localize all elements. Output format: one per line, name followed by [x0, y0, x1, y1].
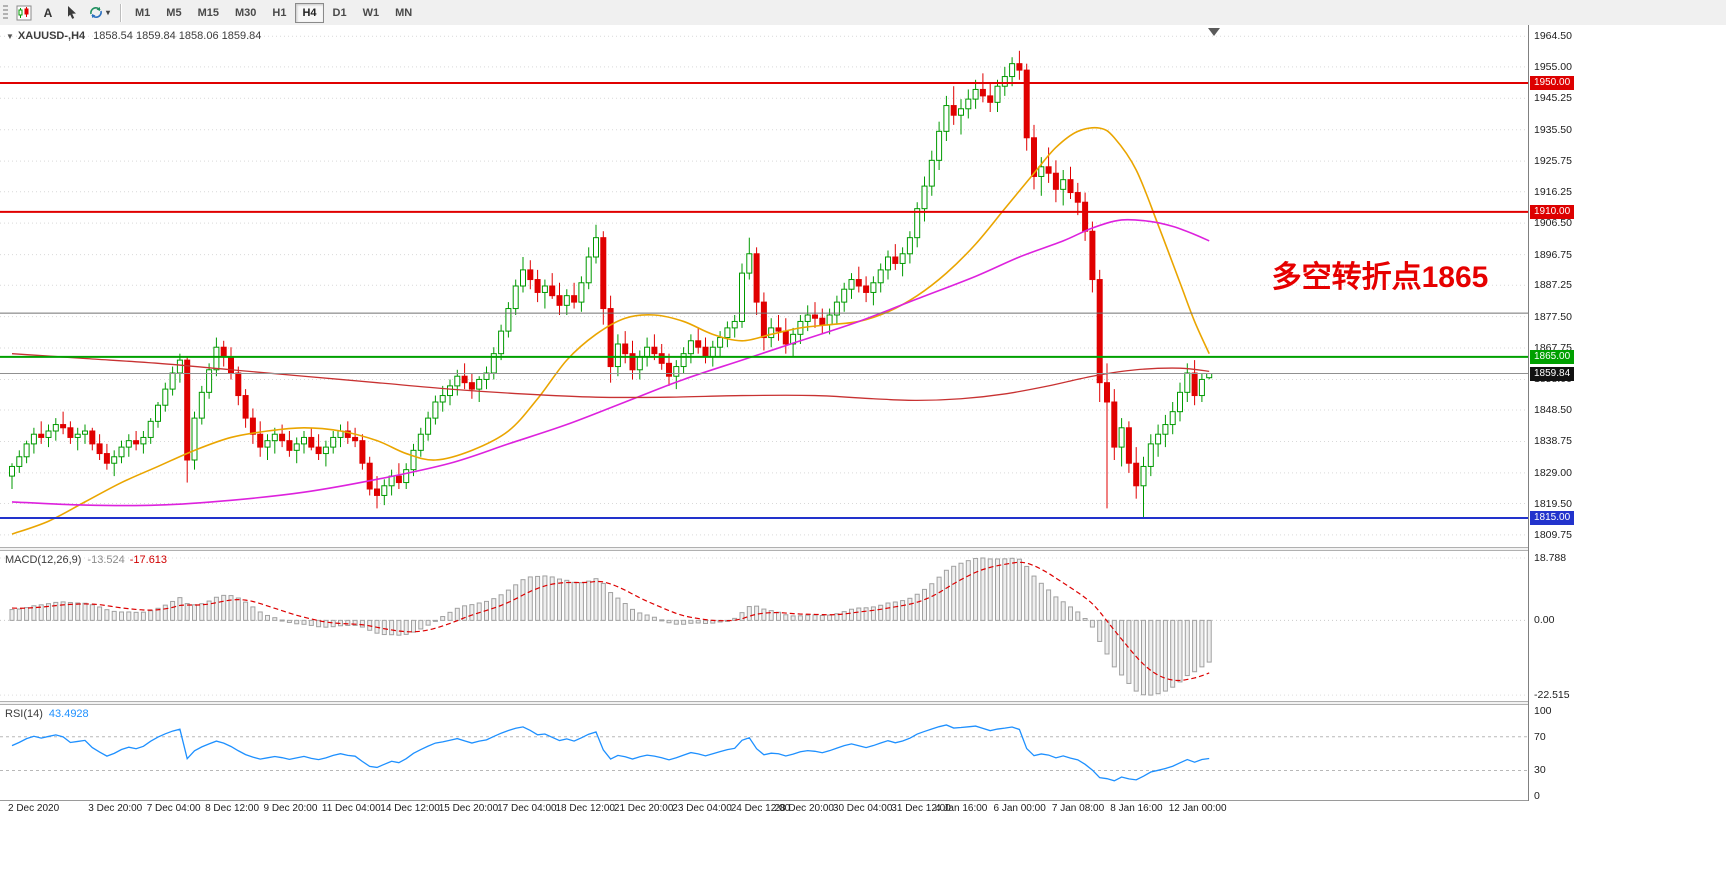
price-axis[interactable]: 1964.50 1955.00 1945.25 1935.50 1925.75 1916.…: [1528, 25, 1726, 802]
macd-tick-label: 0.00: [1534, 614, 1555, 627]
rsi-name: RSI(14): [5, 708, 43, 720]
pane-separator[interactable]: [0, 701, 1726, 705]
cursor-icon: [68, 6, 76, 19]
rsi-value: 43.4928: [48, 708, 89, 720]
time-axis-label: 8 Dec 12:00: [205, 803, 260, 814]
time-axis-label: 31 Dec 12:00: [891, 803, 951, 814]
time-axis-label: 12 Jan 00:00: [1168, 803, 1227, 814]
time-axis-label: 8 Jan 16:00: [1110, 803, 1163, 814]
chart-window-button[interactable]: [13, 3, 35, 23]
rsi-indicator-canvas[interactable]: [0, 705, 1528, 800]
price-tick-label: 1945.25: [1534, 92, 1572, 105]
time-axis-label: 7 Jan 08:00: [1051, 803, 1105, 814]
time-axis-label: 28 Dec 20:00: [774, 803, 835, 814]
toolbar-grip-handle[interactable]: [3, 4, 8, 21]
rsi-indicator-label[interactable]: RSI(14) 43.4928: [5, 708, 89, 720]
price-tick-label: 1925.75: [1534, 155, 1572, 168]
price-tick-label: 1955.00: [1534, 60, 1572, 73]
chart-annotation-text[interactable]: 多空转折点1865: [1272, 261, 1489, 294]
price-tick-label: 1848.50: [1534, 404, 1572, 417]
macd-histogram-layer: [9, 557, 1212, 696]
time-axis[interactable]: 2 Dec 2020 3 Dec 20:00 7 Dec 04:00 8 Dec 12…: [0, 801, 1528, 818]
price-tick-label: 1819.50: [1534, 497, 1572, 510]
time-axis-label: 15 Dec 20:00: [438, 803, 499, 814]
price-tick-label: 1896.75: [1534, 248, 1572, 261]
time-axis-label: 7 Dec 04:00: [146, 803, 201, 814]
time-axis-label: 3 Dec 20:00: [88, 803, 143, 814]
timeframe-button-MN[interactable]: MN: [388, 3, 419, 23]
rsi-tick-label: 70: [1534, 730, 1546, 743]
rsi-tick-label: 30: [1534, 764, 1546, 777]
macd-tick-label: 18.788: [1534, 552, 1567, 564]
ma-slow-red[interactable]: [11, 353, 1210, 402]
timeframe-button-H4[interactable]: H4: [295, 2, 324, 23]
chart-header: ▼ XAUUSD-,H4 1858.54 1859.84 1858.06 1859.…: [6, 30, 261, 42]
price-tag-1950.00: 1950.00: [1530, 76, 1575, 90]
candles-layer: [9, 50, 1213, 518]
ohlc-values: 1858.54 1859.84 1858.06 1859.84: [93, 30, 262, 42]
timeframe-button-M15[interactable]: M15: [191, 3, 226, 23]
cursor-tool-button[interactable]: [61, 3, 83, 23]
macd-signal-line: [11, 561, 1210, 682]
timeframe-button-D1[interactable]: D1: [326, 3, 354, 23]
time-axis-label: 18 Dec 12:00: [555, 803, 616, 814]
price-tick-label: 1838.75: [1534, 435, 1572, 448]
timeframe-group: M1 M5 M15 M30 H1 H4 D1 W1 MN: [127, 2, 420, 23]
rsi-line: [11, 724, 1210, 782]
timeframe-button-M5[interactable]: M5: [159, 3, 188, 23]
timeframe-button-H1[interactable]: H1: [265, 3, 293, 23]
macd-indicator-label[interactable]: MACD(12,26,9) -13.524 -17.613: [5, 554, 167, 566]
symbol-period-label: XAUUSD-,H4: [17, 30, 86, 42]
main-chart-canvas[interactable]: 多空转折点1865: [0, 25, 1528, 547]
time-axis-label: 24 Dec 12:00: [730, 803, 791, 814]
chevron-down-icon: ▾: [106, 8, 111, 17]
timeframe-button-M1[interactable]: M1: [128, 3, 157, 23]
ma-fast-orange[interactable]: [11, 126, 1210, 535]
macd-indicator-canvas[interactable]: [0, 551, 1528, 701]
macd-tick-label: -22.515: [1534, 689, 1570, 702]
rsi-tick-label: 0: [1534, 789, 1540, 802]
macd-signal-value: -17.613: [129, 554, 168, 566]
price-tag-1910.00: 1910.00: [1530, 204, 1575, 219]
price-tick-label: 1887.25: [1534, 279, 1572, 292]
time-axis-label: 4 Jan 16:00: [935, 803, 988, 814]
time-axis-label: 14 Dec 12:00: [380, 803, 440, 814]
macd-main-value: -13.524: [87, 554, 125, 566]
time-axis-label: 17 Dec 04:00: [497, 803, 557, 814]
time-axis-label: 21 Dec 20:00: [613, 803, 674, 814]
rsi-tick-label: 100: [1534, 705, 1552, 718]
price-tick-label: 1964.50: [1534, 30, 1572, 43]
time-axis-label: 6 Jan 00:00: [993, 803, 1046, 814]
text-tool-button[interactable]: A: [37, 3, 59, 23]
main-toolbar: A ▾ M1 M5 M15 M30 H1 H4 D1 W1 MN: [0, 0, 1726, 26]
price-tag-1815.00: 1815.00: [1530, 511, 1575, 525]
price-tick-label: 1829.00: [1534, 466, 1572, 479]
macd-grid-layer: [0, 557, 1528, 696]
chart-window-icon: [16, 5, 32, 20]
price-tick-label: 1906.50: [1534, 217, 1572, 230]
time-axis-label: 2 Dec 2020: [8, 803, 60, 814]
bid-price-tag: 1859.84: [1530, 366, 1575, 381]
macd-name: MACD(12,26,9): [5, 554, 82, 566]
price-tick-label: 1935.50: [1534, 123, 1572, 136]
cycle-symbols-icon: [90, 7, 102, 18]
time-axis-label: 23 Dec 04:00: [672, 803, 732, 814]
price-tick-label: 1809.75: [1534, 528, 1572, 541]
chart-shift-marker-icon[interactable]: [1208, 28, 1220, 36]
timeframe-button-M30[interactable]: M30: [228, 3, 263, 23]
pane-separator[interactable]: [0, 547, 1726, 551]
time-axis-border: [0, 800, 1726, 801]
toolbar-separator: [120, 3, 122, 22]
collapse-triangle-icon[interactable]: ▼: [6, 32, 14, 41]
price-tick-label: 1916.25: [1534, 185, 1572, 198]
time-axis-label: 11 Dec 04:00: [321, 803, 381, 814]
time-axis-label: 9 Dec 20:00: [263, 803, 318, 814]
timeframe-button-W1[interactable]: W1: [356, 3, 387, 23]
price-tag-1865.00: 1865.00: [1530, 349, 1575, 364]
price-tick-label: 1877.50: [1534, 310, 1572, 323]
time-axis-label: 30 Dec 04:00: [832, 803, 893, 814]
horizontal-lines-layer: [0, 82, 1528, 519]
cycle-symbols-button[interactable]: ▾: [85, 3, 113, 23]
